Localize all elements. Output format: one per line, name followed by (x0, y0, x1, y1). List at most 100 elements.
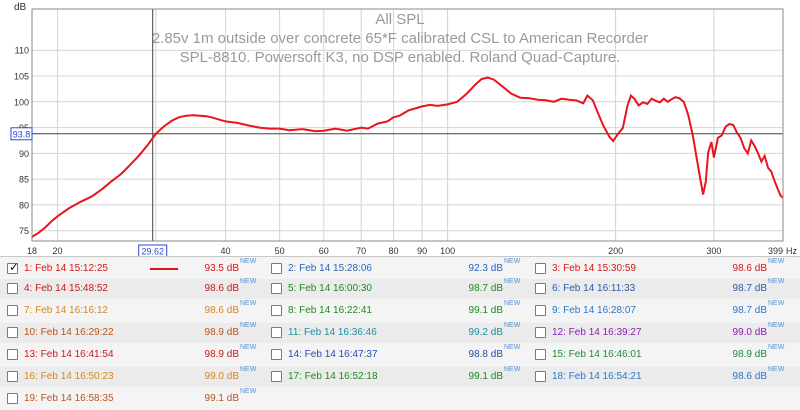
legend-entry[interactable]: 15: Feb 14 16:46:01 98.9 dB NEW (528, 344, 790, 365)
legend-checkbox[interactable]: ✓ (7, 260, 20, 274)
legend-entry[interactable]: 5: Feb 14 16:00:30 98.7 dB NEW (264, 278, 526, 299)
chart-subtitle-line-2: SPL-8810. Powersoft K3, no DSP enabled. … (180, 49, 621, 66)
cursor-labels: 93.8 29.62 (10, 127, 168, 257)
new-badge: NEW (504, 344, 521, 351)
plot-frame (31, 8, 784, 242)
legend-entry-label: 14: Feb 14 16:47:37 (288, 349, 378, 360)
x-tick-label: 70 (356, 246, 366, 256)
new-badge: NEW (504, 258, 521, 265)
legend-checkbox[interactable] (271, 349, 282, 360)
new-badge: NEW (240, 388, 257, 395)
legend-checkbox[interactable] (535, 349, 546, 360)
legend-entry-label: 12: Feb 14 16:39:27 (552, 327, 642, 338)
legend-entry-value: 99.0 dB (732, 327, 767, 338)
legend-entry-value: 98.7 dB (732, 305, 767, 316)
x-tick-label: 20 (53, 246, 63, 256)
legend-entry-label: 5: Feb 14 16:00:30 (288, 283, 372, 294)
cursor-x-readout: 29.62 (141, 247, 164, 257)
legend-entry-value: 99.0 dB (204, 371, 239, 382)
legend-checkbox[interactable] (271, 263, 282, 274)
new-badge: NEW (504, 366, 521, 373)
legend-entry[interactable]: 6: Feb 14 16:11:33 98.7 dB NEW (528, 278, 790, 299)
legend-checkbox[interactable] (271, 305, 282, 316)
x-tick-label: 60 (319, 246, 329, 256)
spl-chart: 7580859095100105110 18203040506070809010… (10, 2, 798, 257)
x-tick-label: 300 (706, 246, 721, 256)
new-badge: NEW (768, 258, 785, 265)
legend-entry[interactable]: 7: Feb 14 16:16:12 98.6 dB NEW (0, 300, 262, 321)
legend-entry[interactable]: 12: Feb 14 16:39:27 99.0 dB NEW (528, 322, 790, 343)
legend-checkbox[interactable] (271, 371, 282, 382)
cursor-y-readout: 93.8 (13, 129, 31, 139)
x-tick-label: 50 (275, 246, 285, 256)
legend-entry-label: 19: Feb 14 16:58:35 (24, 393, 114, 404)
legend-entry[interactable]: 8: Feb 14 16:22:41 99.1 dB NEW (264, 300, 526, 321)
y-tick-label: 100 (14, 97, 29, 107)
legend-entry[interactable]: ✓ 1: Feb 14 15:12:25 93.5 dB NEW (0, 258, 262, 279)
legend-checkbox[interactable] (535, 371, 546, 382)
legend-panel: ✓ 1: Feb 14 15:12:25 93.5 dB NEW 2: Feb 14 1… (0, 256, 800, 410)
new-badge: NEW (768, 344, 785, 351)
legend-entry-value: 98.6 dB (204, 305, 239, 316)
legend-checkbox[interactable] (7, 371, 18, 382)
legend-entry-label: 6: Feb 14 16:11:33 (552, 283, 636, 294)
legend-checkbox[interactable] (535, 263, 546, 274)
legend-entry-label: 3: Feb 14 15:30:59 (552, 263, 636, 274)
y-tick-label: 90 (19, 149, 29, 159)
legend-entry[interactable]: 9: Feb 14 16:28:07 98.7 dB NEW (528, 300, 790, 321)
new-badge: NEW (768, 300, 785, 307)
legend-entry-value: 98.8 dB (468, 349, 503, 360)
legend-entry-label: 13: Feb 14 16:41:54 (24, 349, 114, 360)
new-badge: NEW (504, 278, 521, 285)
legend-row (0, 367, 800, 387)
legend-entry[interactable]: 13: Feb 14 16:41:54 98.9 dB NEW (0, 344, 262, 365)
new-badge: NEW (768, 322, 785, 329)
legend-checkbox[interactable] (535, 283, 546, 294)
legend-entry[interactable]: 19: Feb 14 16:58:35 99.1 dB NEW (0, 388, 262, 409)
legend-checkbox[interactable] (271, 327, 282, 338)
legend-row (0, 323, 800, 343)
checkmark-icon: ✓ (9, 260, 20, 274)
legend-entry-label: 7: Feb 14 16:16:12 (24, 305, 108, 316)
legend-checkbox[interactable] (7, 349, 18, 360)
x-tick-label: 40 (221, 246, 231, 256)
legend-entry[interactable]: 11: Feb 14 16:36:46 99.2 dB NEW (264, 322, 526, 343)
legend-checkbox[interactable] (535, 305, 546, 316)
new-badge: NEW (240, 258, 257, 265)
legend-checkbox[interactable] (7, 305, 18, 316)
legend-checkbox[interactable] (7, 393, 18, 404)
legend-checkbox[interactable] (7, 327, 18, 338)
chart-grid (32, 9, 783, 241)
legend-entry[interactable]: 2: Feb 14 15:28:06 92.3 dB NEW (264, 258, 526, 279)
legend-line-swatch (150, 268, 178, 270)
legend-checkbox[interactable] (535, 327, 546, 338)
series-1-line (31, 76, 784, 238)
legend-entry-value: 99.2 dB (468, 327, 503, 338)
legend-entry-value: 98.6 dB (732, 371, 767, 382)
legend-entry-label: 11: Feb 14 16:36:46 (288, 327, 377, 338)
legend-entry-value: 98.9 dB (204, 327, 239, 338)
x-tick-label: 80 (389, 246, 399, 256)
chart-subtitle-line-1: 2.85v 1m outside over concrete 65*F cali… (152, 30, 648, 47)
y-tick-label: 80 (19, 200, 29, 210)
x-axis-unit: Hz (786, 246, 797, 256)
x-tick-label: 200 (608, 246, 623, 256)
legend-checkbox[interactable] (7, 283, 18, 294)
legend-entry[interactable]: 3: Feb 14 15:30:59 98.6 dB NEW (528, 258, 790, 279)
legend-entry[interactable]: 17: Feb 14 16:52:18 99.1 dB NEW (264, 366, 526, 387)
legend-entry[interactable]: 16: Feb 14 16:50:23 99.0 dB NEW (0, 366, 262, 387)
cursor-x-readout-box (138, 244, 168, 256)
cursor-y-readout-box (10, 127, 33, 141)
legend-checkbox[interactable] (271, 283, 282, 294)
legend-entry[interactable]: 10: Feb 14 16:29:22 98.9 dB NEW (0, 322, 262, 343)
legend-entry-label: 16: Feb 14 16:50:23 (24, 371, 114, 382)
new-badge: NEW (768, 278, 785, 285)
legend-entry[interactable]: 18: Feb 14 16:54:21 98.6 dB NEW (528, 366, 790, 387)
y-tick-label: 75 (19, 226, 29, 236)
legend-entry-value: 98.9 dB (204, 349, 239, 360)
new-badge: NEW (240, 366, 257, 373)
x-tick-label: 100 (440, 246, 455, 256)
legend-entry[interactable]: 14: Feb 14 16:47:37 98.8 dB NEW (264, 344, 526, 365)
legend-entry[interactable]: 4: Feb 14 15:48:52 98.6 dB NEW (0, 278, 262, 299)
new-badge: NEW (240, 300, 257, 307)
